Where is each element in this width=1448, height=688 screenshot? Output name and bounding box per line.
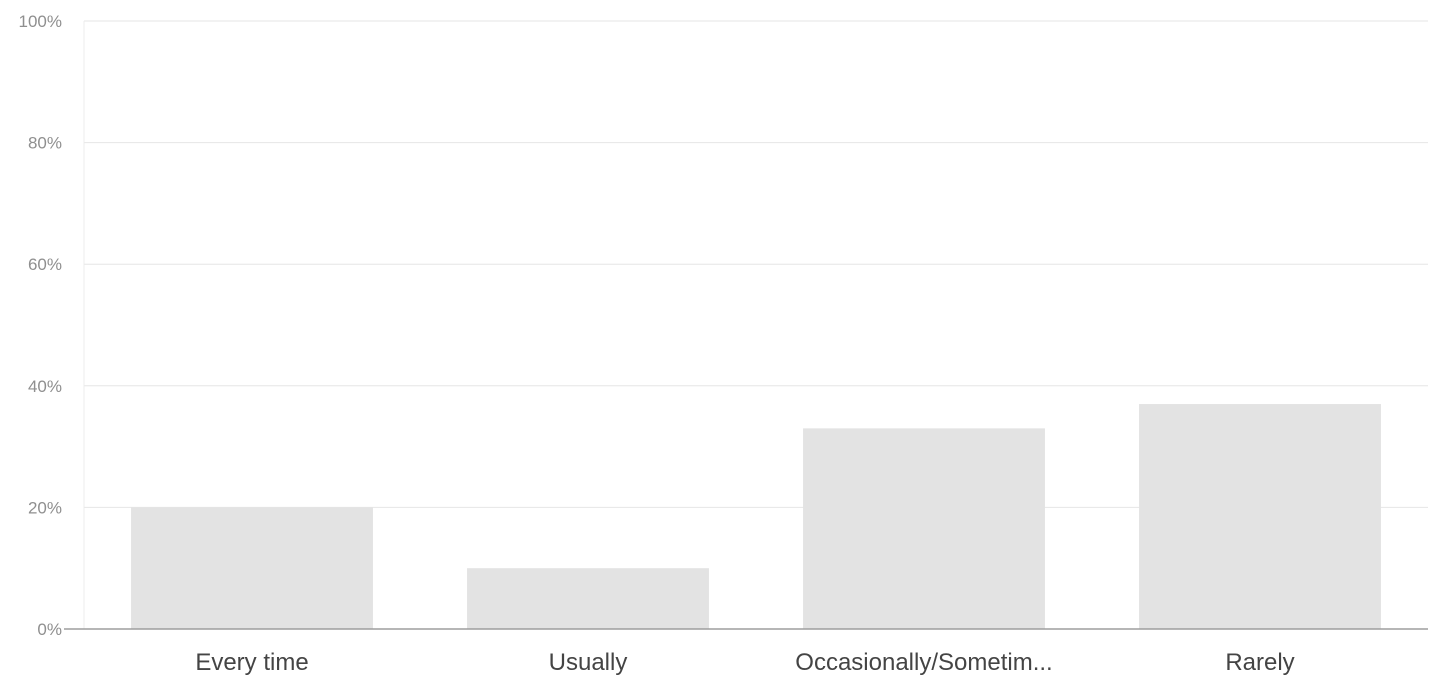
y-tick-label: 80% <box>28 134 62 153</box>
y-tick-label: 0% <box>37 620 62 639</box>
bars <box>131 404 1381 629</box>
y-tick-label: 20% <box>28 498 62 517</box>
bar <box>131 507 373 629</box>
x-category-label: Rarely <box>1225 649 1294 676</box>
y-tick-label: 100% <box>19 12 62 31</box>
x-category-label: Every time <box>195 649 308 676</box>
y-tick-label: 40% <box>28 377 62 396</box>
bar <box>803 428 1045 629</box>
bar <box>1139 404 1381 629</box>
y-tick-label: 60% <box>28 255 62 274</box>
x-axis-labels: Every time Usually Occasionally/Sometim...… <box>195 649 1294 676</box>
x-category-label: Usually <box>549 649 628 676</box>
axes <box>64 21 1428 630</box>
y-axis-ticks: 0% 20% 40% 60% 80% 100% <box>19 12 62 639</box>
bar <box>467 568 709 629</box>
x-category-label: Occasionally/Sometim... <box>795 649 1052 676</box>
